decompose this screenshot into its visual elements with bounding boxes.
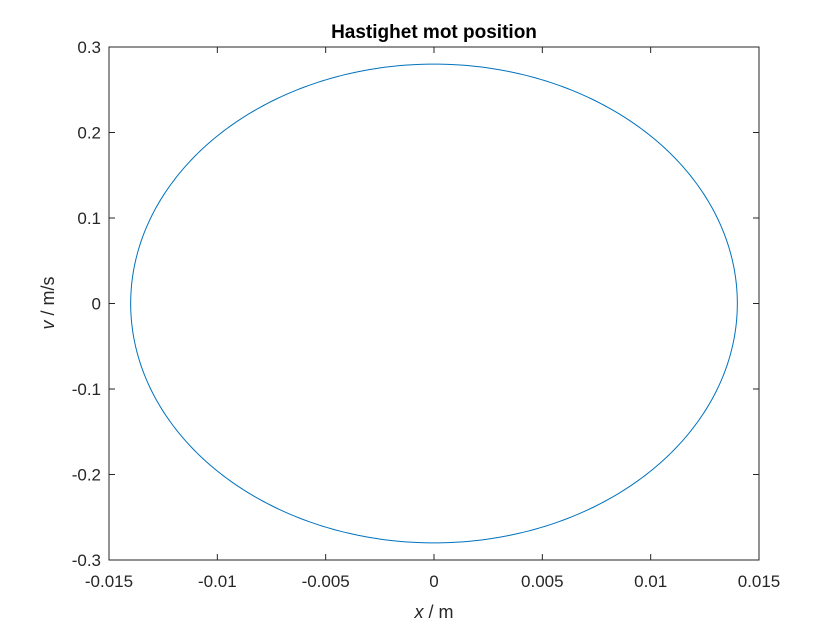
x-tick-label: -0.005 [302, 572, 350, 591]
y-axis-label: v / m/s [38, 277, 58, 330]
x-axis-label: x / m [414, 602, 454, 622]
y-axis-ticks: -0.3 -0.2 -0.1 0 0.1 0.2 0.3 [72, 38, 759, 570]
y-tick-label: -0.3 [72, 551, 101, 570]
x-tick-label: 0.015 [738, 572, 781, 591]
y-tick-label: 0.1 [77, 209, 101, 228]
x-axis-variable: x [414, 602, 425, 622]
x-axis-ticks: -0.015 -0.01 -0.005 0 0.005 0.01 0.015 [85, 47, 780, 591]
y-tick-label: 0 [92, 295, 101, 314]
x-axis-unit: / m [424, 602, 454, 622]
x-tick-label: 0 [429, 572, 438, 591]
y-axis-variable: v [38, 320, 58, 330]
y-tick-label: -0.1 [72, 380, 101, 399]
plot-area [108, 46, 760, 561]
y-tick-label: -0.2 [72, 466, 101, 485]
chart-title: Hastighet mot position [331, 22, 537, 43]
y-tick-label: 0.3 [77, 38, 101, 57]
x-tick-label: 0.005 [521, 572, 564, 591]
y-axis-unit: / m/s [38, 277, 58, 321]
x-tick-label: 0.01 [634, 572, 667, 591]
series-line [130, 63, 738, 544]
x-tick-label: -0.015 [85, 572, 133, 591]
y-tick-label: 0.2 [77, 124, 101, 143]
series-layer [130, 63, 738, 544]
x-tick-label: -0.01 [198, 572, 237, 591]
